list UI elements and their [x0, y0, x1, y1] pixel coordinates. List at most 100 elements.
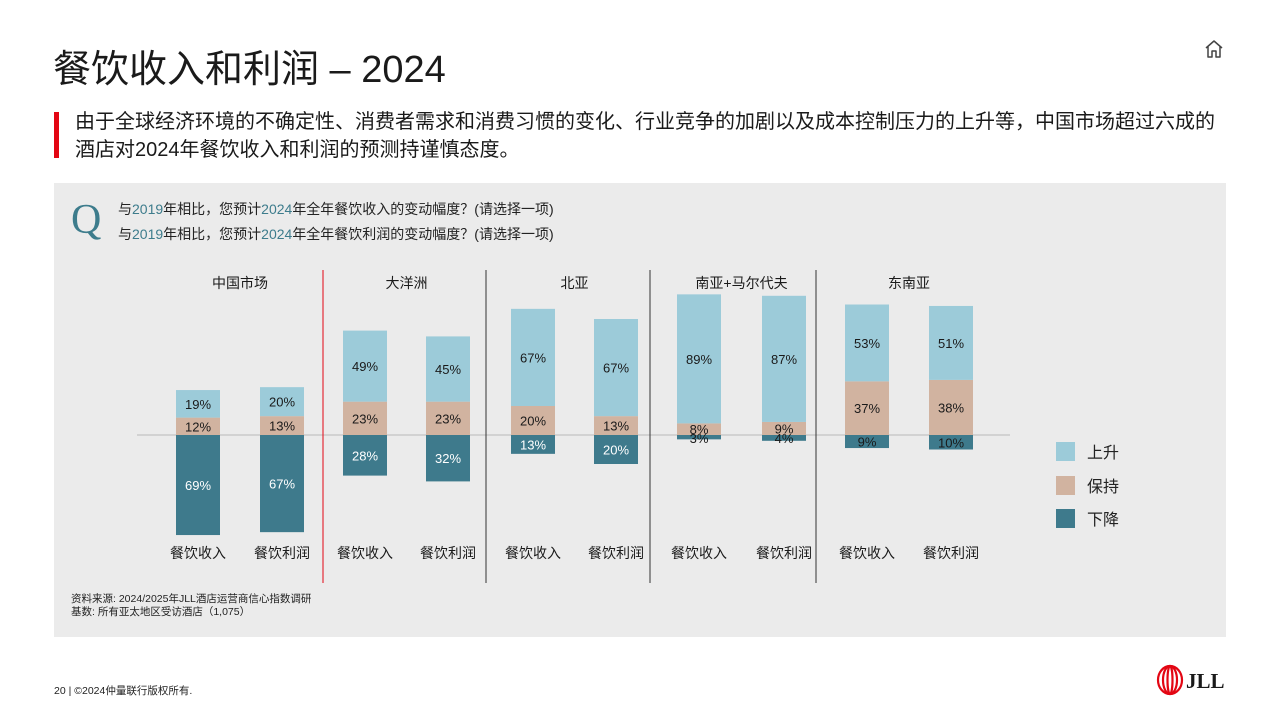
bar-segment-up — [176, 390, 220, 418]
legend-label-up: 上升 — [1087, 445, 1120, 462]
data-label-up: 19% — [185, 397, 211, 412]
q1-mid: 年相比，您预计 — [163, 201, 262, 217]
data-label-up: 67% — [603, 361, 629, 376]
q2-post: 年全年餐饮利润的变动幅度？(请选择一项) — [292, 226, 554, 242]
bar-segment-up — [677, 294, 721, 424]
footer-copyright: 20 | ©2024仲量联行版权所有. — [54, 685, 193, 697]
bar-segment-hold — [343, 401, 387, 435]
legend-swatch-up — [1056, 441, 1075, 461]
data-label-hold: 13% — [269, 419, 295, 434]
legend-item-down: 下降 — [1056, 508, 1120, 529]
base-line: 基数: 所有亚太地区受访酒店（1,075） — [71, 606, 251, 618]
data-label-down: 9% — [858, 435, 877, 450]
q1-post: 年全年餐饮收入的变动幅度？(请选择一项) — [292, 201, 554, 217]
bar-category-label: 餐饮收入 — [505, 545, 561, 561]
bar-segment-up — [929, 305, 973, 380]
bar-segment-up — [343, 330, 387, 402]
accent-bar — [54, 112, 59, 158]
data-label-down: 32% — [435, 451, 461, 466]
bar-category-label: 餐饮收入 — [170, 545, 226, 561]
legend-item-hold: 保持 — [1056, 475, 1120, 496]
bar-segment-up — [426, 336, 470, 402]
data-label-down: 69% — [185, 478, 211, 493]
data-label-up: 45% — [435, 362, 461, 377]
bar-segment-down — [260, 435, 304, 533]
data-label-up: 67% — [520, 350, 546, 365]
bar-segment-down — [511, 435, 555, 454]
bar-segment-hold — [677, 423, 721, 435]
data-label-hold: 8% — [690, 422, 709, 437]
home-icon[interactable] — [1203, 38, 1225, 60]
bar-segment-down — [677, 435, 721, 440]
data-label-down: 67% — [269, 477, 295, 492]
data-label-up: 87% — [771, 352, 797, 367]
jll-logo: JLL — [1156, 664, 1225, 696]
group-label: 大洋洲 — [386, 275, 428, 291]
bar-segment-down — [176, 435, 220, 536]
data-label-down: 20% — [603, 443, 629, 458]
q1-year2: 2024 — [261, 201, 293, 217]
data-label-hold: 9% — [775, 421, 794, 436]
bar-category-label: 餐饮利润 — [254, 545, 310, 561]
legend-label-hold: 保持 — [1087, 479, 1120, 496]
data-label-hold: 37% — [854, 401, 880, 416]
data-label-up: 53% — [854, 336, 880, 351]
source-note: 资料来源: 2024/2025年JLL酒店运营商信心指数调研 基数: 所有亚太地… — [71, 593, 311, 619]
bar-segment-down — [343, 435, 387, 476]
chart-panel — [54, 183, 1226, 637]
bar-segment-hold — [426, 401, 470, 435]
question-icon: Q — [71, 197, 102, 243]
q1-pre: 与 — [118, 201, 132, 217]
data-label-up: 49% — [352, 359, 378, 374]
bar-category-label: 餐饮利润 — [420, 545, 476, 561]
group-label: 北亚 — [561, 275, 589, 291]
data-label-hold: 38% — [938, 400, 964, 415]
q2-year2: 2024 — [261, 226, 293, 242]
page-subtitle: 由于全球经济环境的不确定性、消费者需求和消费习惯的变化、行业竞争的加剧以及成本控… — [75, 111, 1215, 161]
q1-year1: 2019 — [132, 201, 164, 217]
data-label-hold: 23% — [435, 411, 461, 426]
bar-segment-hold — [260, 416, 304, 435]
bar-segment-hold — [511, 406, 555, 435]
data-label-hold: 12% — [185, 419, 211, 434]
group-label: 南亚+马尔代夫 — [695, 275, 787, 291]
bar-segment-down — [762, 435, 806, 441]
data-label-up: 20% — [269, 395, 295, 410]
bar-segment-hold — [176, 417, 220, 435]
data-label-down: 28% — [352, 448, 378, 463]
bar-segment-hold — [762, 421, 806, 435]
bar-segment-down — [929, 435, 973, 450]
data-label-hold: 13% — [603, 419, 629, 434]
question-line-profit: 与2019年相比，您预计2024年全年餐饮利润的变动幅度？(请选择一项) — [118, 224, 554, 244]
bar-segment-hold — [594, 416, 638, 435]
jll-logo-text: JLL — [1186, 669, 1225, 693]
q2-year1: 2019 — [132, 226, 164, 242]
bar-category-label: 餐饮收入 — [839, 545, 895, 561]
data-label-up: 51% — [938, 336, 964, 351]
legend-label-down: 下降 — [1087, 512, 1120, 529]
question-line-revenue: 与2019年相比，您预计2024年全年餐饮收入的变动幅度？(请选择一项) — [118, 199, 554, 219]
legend-swatch-hold — [1056, 475, 1075, 495]
bar-segment-up — [594, 319, 638, 417]
bar-segment-up — [762, 295, 806, 422]
data-label-up: 89% — [686, 352, 712, 367]
source-line: 资料来源: 2024/2025年JLL酒店运营商信心指数调研 — [71, 593, 312, 605]
data-label-hold: 23% — [352, 411, 378, 426]
legend-item-up: 上升 — [1056, 441, 1120, 462]
data-label-hold: 20% — [520, 414, 546, 429]
q2-mid: 年相比，您预计 — [163, 226, 262, 242]
bar-category-label: 餐饮收入 — [671, 545, 727, 561]
data-label-down: 3% — [690, 431, 709, 446]
bar-segment-down — [594, 435, 638, 464]
bar-category-label: 餐饮利润 — [756, 545, 812, 561]
q2-pre: 与 — [118, 226, 132, 242]
bar-segment-up — [260, 387, 304, 417]
bar-segment-down — [845, 435, 889, 449]
bar-segment-hold — [929, 379, 973, 435]
group-label: 东南亚 — [888, 275, 930, 291]
bar-category-label: 餐饮收入 — [337, 545, 393, 561]
group-label: 中国市场 — [212, 275, 268, 291]
page-title: 餐饮收入和利润 – 2024 — [53, 49, 446, 91]
bar-segment-hold — [845, 381, 889, 435]
